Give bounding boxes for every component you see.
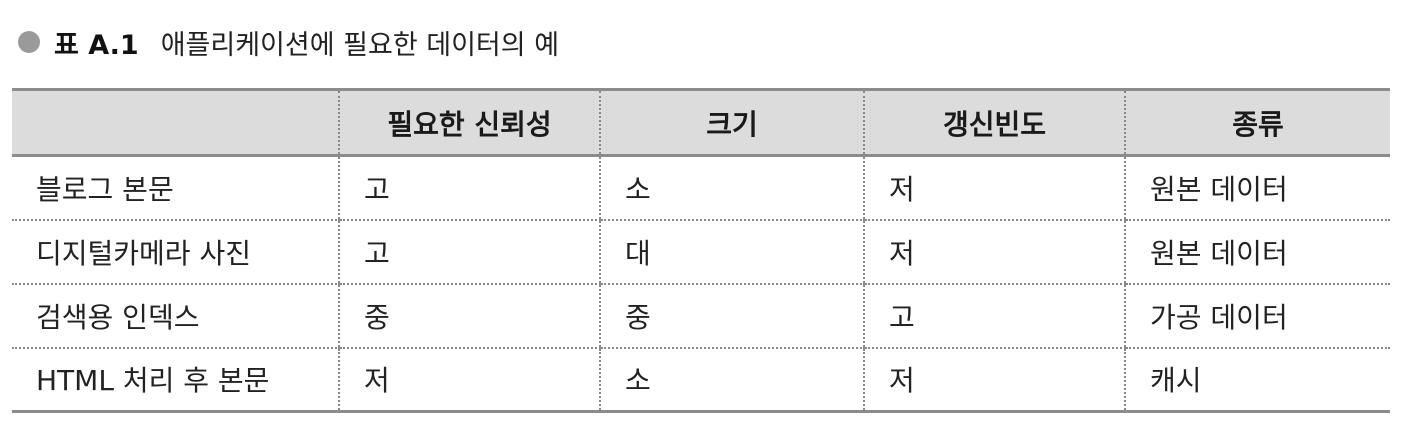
table-cell: HTML 처리 후 본문 xyxy=(12,347,339,413)
data-table: 필요한 신뢰성 크기 갱신빈도 종류 블로그 본문 고 소 저 원본 데이터 디… xyxy=(12,88,1390,413)
header-cell-reliability: 필요한 신뢰성 xyxy=(338,88,600,157)
table-cell: 검색용 인덱스 xyxy=(12,283,339,349)
header-row: 필요한 신뢰성 크기 갱신빈도 종류 xyxy=(12,88,1390,157)
table-number: 표 A.1 xyxy=(54,29,139,61)
table-cell: 소 xyxy=(599,155,864,221)
table-cell: 고 xyxy=(338,219,600,285)
table-cell: 가공 데이터 xyxy=(1124,283,1390,349)
bullet-icon xyxy=(18,31,40,53)
table-cell: 저 xyxy=(338,347,600,413)
table-cell: 원본 데이터 xyxy=(1124,155,1390,221)
table-cell: 고 xyxy=(863,283,1125,349)
table-cell: 중 xyxy=(599,283,864,349)
table-cell: 디지털카메라 사진 xyxy=(12,219,339,285)
header-cell-type: 종류 xyxy=(1124,88,1390,157)
table-row: 검색용 인덱스 중 중 고 가공 데이터 xyxy=(12,283,1390,349)
header-cell-size: 크기 xyxy=(599,88,864,157)
table-row: HTML 처리 후 본문 저 소 저 캐시 xyxy=(12,347,1390,413)
table-cell: 저 xyxy=(863,155,1125,221)
table-title: 애플리케이션에 필요한 데이터의 예 xyxy=(160,29,560,61)
header-cell-empty xyxy=(12,88,339,157)
table-caption: 표 A.1 애플리케이션에 필요한 데이터의 예 xyxy=(18,22,559,62)
table-cell: 중 xyxy=(338,283,600,349)
table-body: 블로그 본문 고 소 저 원본 데이터 디지털카메라 사진 고 대 저 원본 데… xyxy=(12,155,1390,413)
table-row: 디지털카메라 사진 고 대 저 원본 데이터 xyxy=(12,219,1390,285)
table-cell: 저 xyxy=(863,347,1125,413)
table-cell: 고 xyxy=(338,155,600,221)
table-cell: 블로그 본문 xyxy=(12,155,339,221)
table-row: 블로그 본문 고 소 저 원본 데이터 xyxy=(12,155,1390,221)
table-cell: 캐시 xyxy=(1124,347,1390,413)
table-cell: 원본 데이터 xyxy=(1124,219,1390,285)
table-cell: 저 xyxy=(863,219,1125,285)
table-header: 필요한 신뢰성 크기 갱신빈도 종류 xyxy=(12,88,1390,157)
header-cell-update-frequency: 갱신빈도 xyxy=(863,88,1125,157)
table-cell: 대 xyxy=(599,219,864,285)
table-cell: 소 xyxy=(599,347,864,413)
